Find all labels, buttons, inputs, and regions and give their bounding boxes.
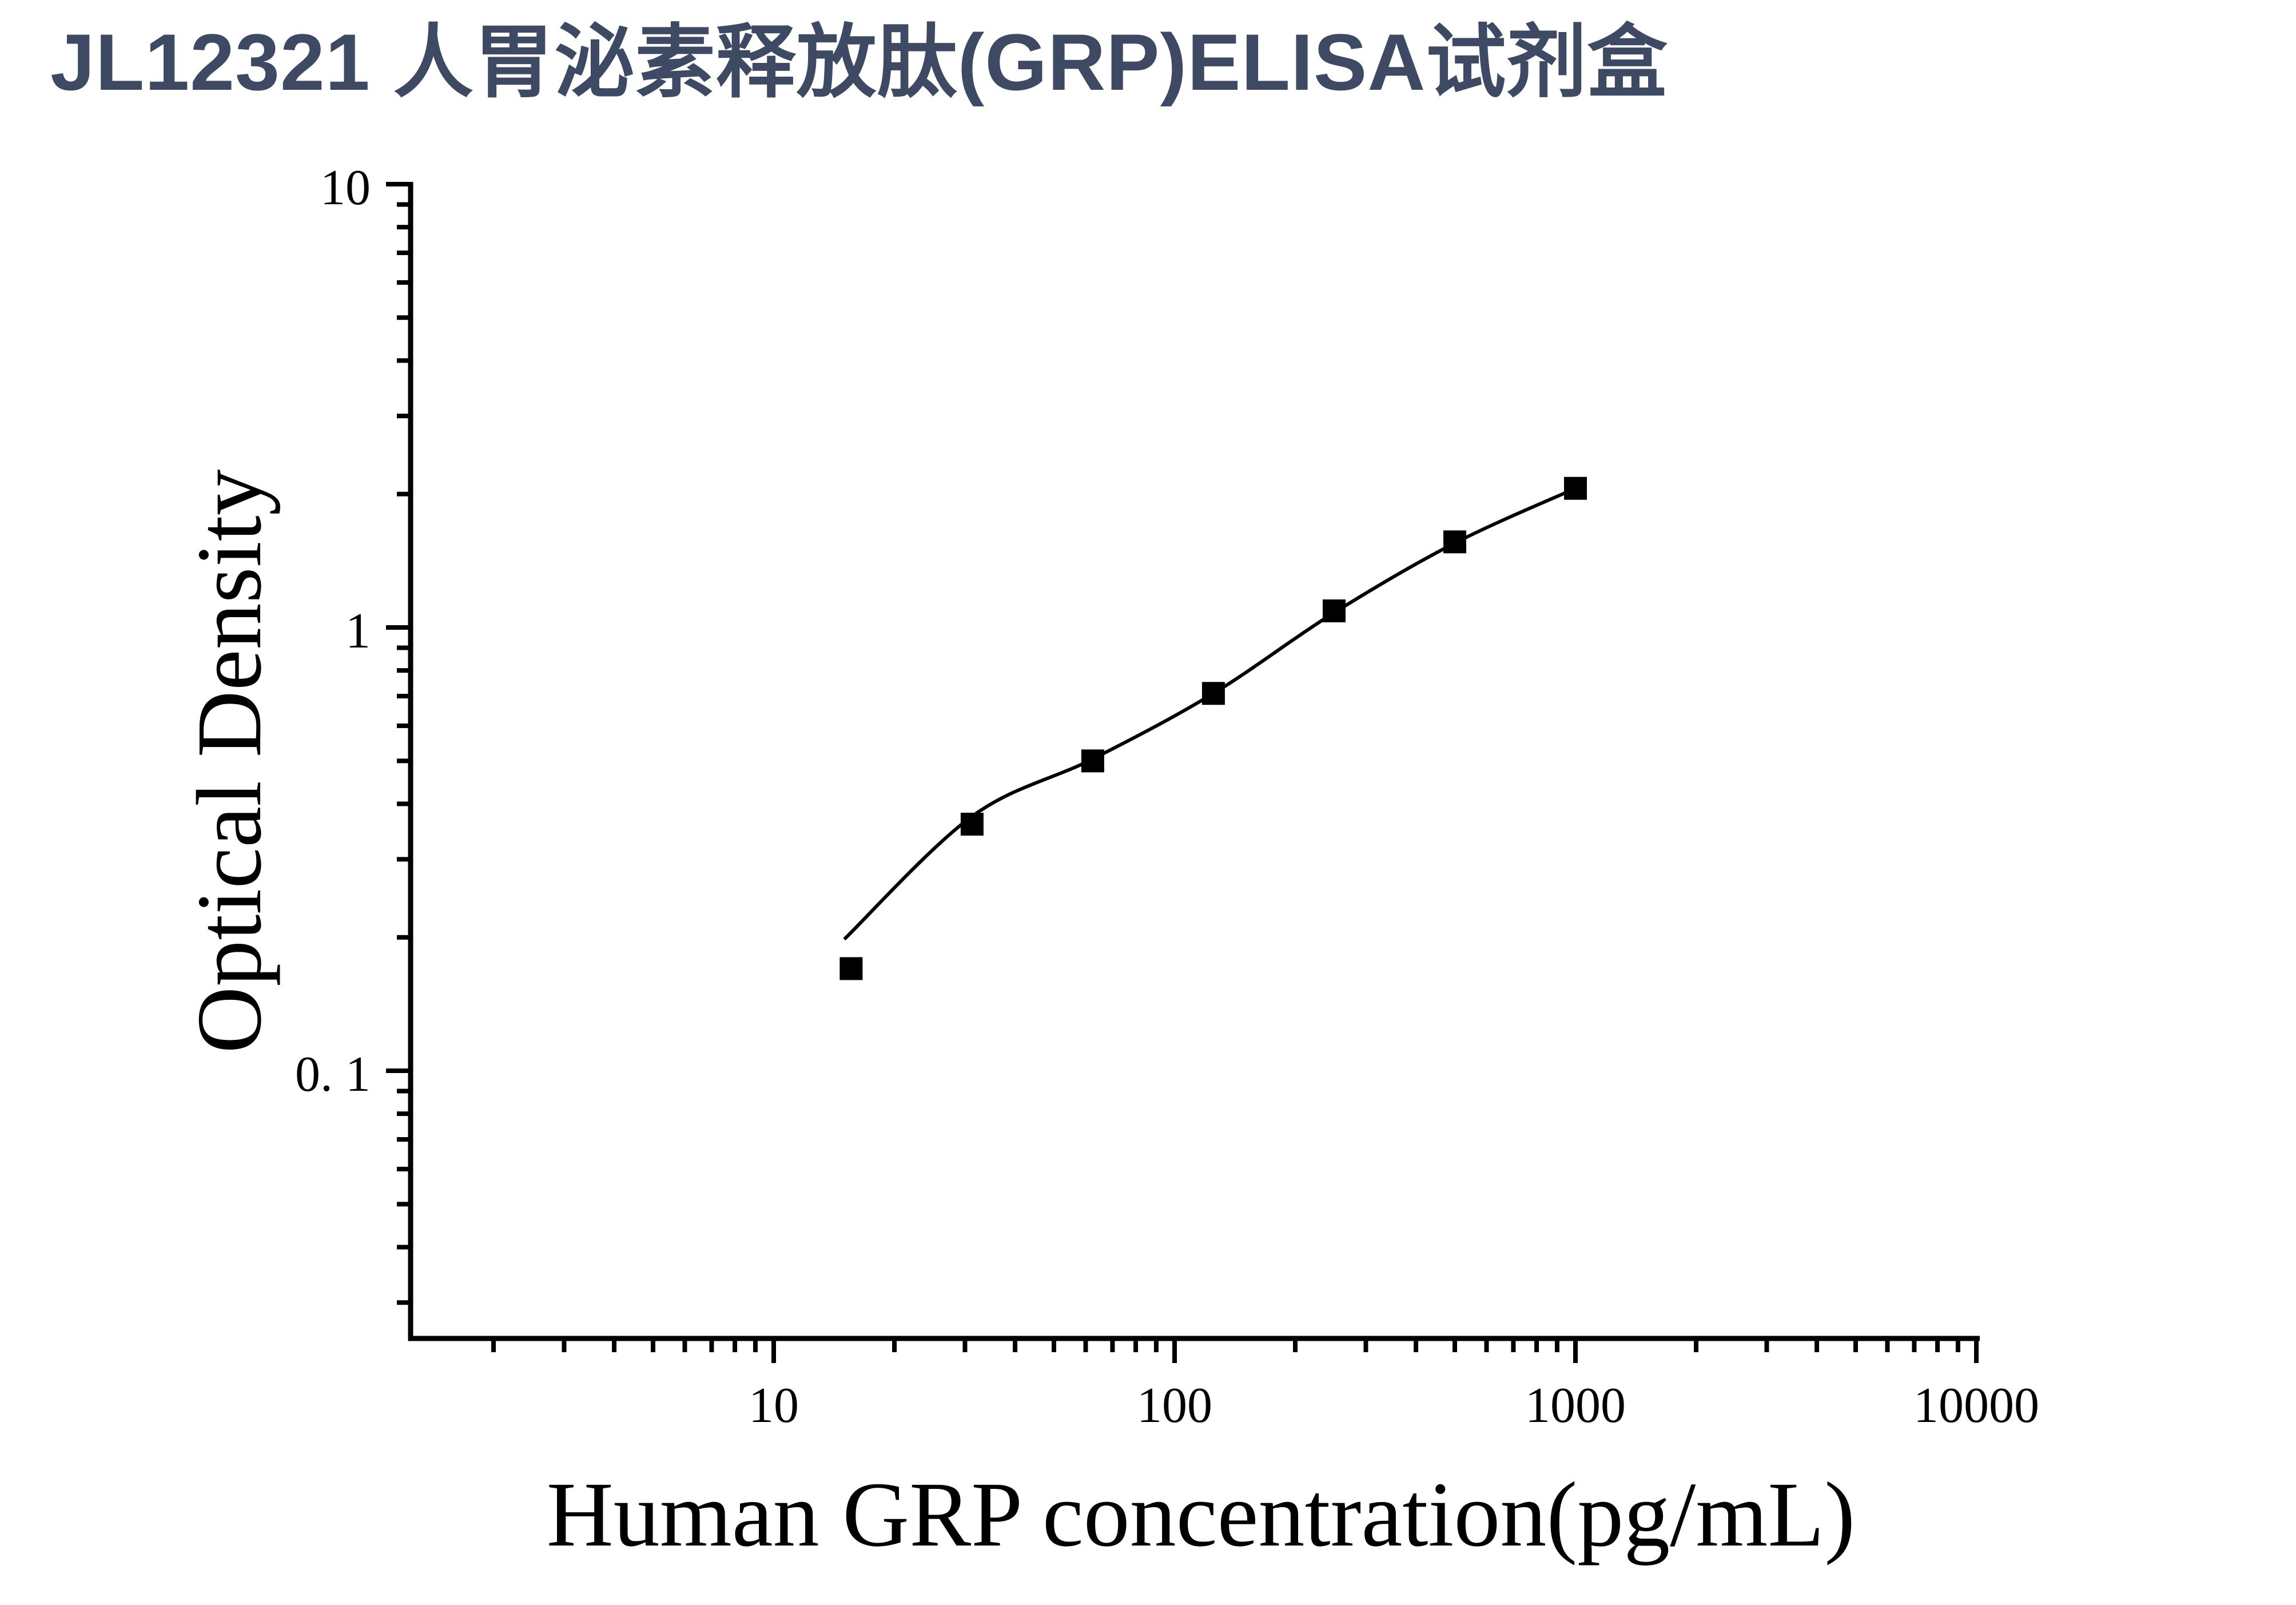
x-tick-label: 10 [749, 1378, 799, 1433]
data-point-marker [1564, 476, 1587, 500]
data-point-marker [960, 812, 984, 836]
x-tick-label: 100 [1137, 1378, 1212, 1433]
data-point-marker [1081, 749, 1104, 773]
x-axis-title: Human GRP concentration(pg/mL) [547, 1464, 1856, 1566]
data-point-marker [1201, 682, 1225, 705]
y-tick-label: 1 [345, 603, 371, 659]
y-axis-title: Optical Density [178, 469, 281, 1053]
page-title: JL12321 人胃泌素释放肽(GRP)ELISA试剂盒 [50, 17, 1668, 107]
data-point-marker [1443, 530, 1466, 554]
y-tick-label: 10 [320, 160, 371, 216]
x-tick-label: 1000 [1525, 1378, 1626, 1433]
x-tick-label: 10000 [1913, 1378, 2039, 1433]
fit-curve [843, 487, 1577, 941]
y-tick-label: 0. 1 [295, 1047, 371, 1102]
data-point-marker [1322, 599, 1346, 622]
data-point-marker [839, 957, 863, 980]
